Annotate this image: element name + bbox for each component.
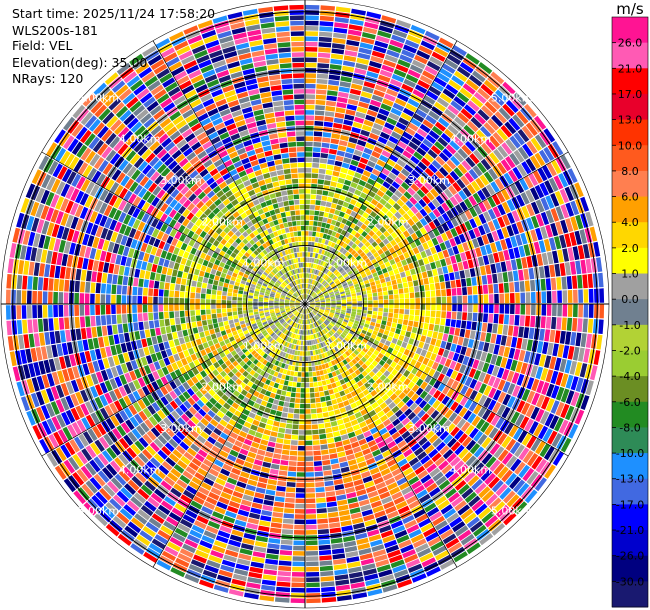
range-ring-labels: 1.00km 2.00km 3.00km 4.00km 5.00km 1.00km 2.00…	[78, 91, 533, 517]
azimuth-spoke	[304, 40, 458, 305]
start-time-label: Start time: 2025/11/24 17:58:20	[12, 6, 216, 21]
colorbar-tick-label: 10.0	[618, 139, 643, 152]
gate-cluster	[9, 10, 598, 602]
site-label: WLS200s-181	[12, 23, 98, 38]
colorbar-tick-label: 26.0	[618, 37, 643, 50]
colorbar-swatch	[612, 222, 648, 249]
range-ring-label: 1.00km	[326, 257, 368, 270]
azimuth-spoke	[41, 303, 306, 457]
gate-cluster	[5, 16, 584, 588]
azimuth-spoke	[41, 151, 306, 305]
azimuth-spoke	[152, 40, 306, 305]
colorbar-swatch	[612, 350, 648, 377]
range-ring-label: 5.00km	[78, 91, 120, 104]
range-ring-label: 3.00km	[160, 422, 202, 435]
colorbar-swatch	[612, 555, 648, 582]
colorbar-swatch	[612, 68, 648, 95]
range-ring-label: 5.00km	[491, 505, 533, 518]
range-ring-label: 3.00km	[408, 422, 450, 435]
colorbar-swatch	[612, 376, 648, 403]
colorbar-tick-label: -2.0	[619, 344, 640, 357]
range-ring-label: 2.00km	[367, 215, 409, 228]
range-ring-label: 3.00km	[408, 174, 450, 187]
field-label: Field: VEL	[12, 38, 73, 53]
range-ring-label: 3.00km	[160, 174, 202, 187]
elevation-label: Elevation(deg): 35.00	[12, 55, 148, 70]
gate-cluster	[11, 6, 603, 598]
colorbar-swatch	[612, 93, 648, 121]
colorbar-tick-label: -26.0	[616, 550, 644, 563]
azimuth-spoke	[304, 151, 569, 305]
colorbar-swatch	[612, 453, 648, 480]
colorbar-unit: m/s	[616, 0, 644, 18]
colorbar-swatch	[612, 478, 648, 505]
colorbar-swatch	[612, 145, 648, 172]
colorbar-tick-label: -6.0	[619, 396, 640, 409]
colorbar-swatch	[612, 17, 648, 44]
gate-cluster	[14, 15, 585, 588]
gate-cluster	[5, 8, 599, 597]
range-ring-label: 2.00km	[202, 381, 244, 394]
colorbar-tick-label: 2.0	[621, 242, 639, 255]
colorbar-swatch	[612, 196, 648, 223]
range-ring-label: 1.00km	[326, 339, 368, 352]
colorbar-tick-label: 6.0	[621, 191, 639, 204]
colorbar-swatch	[612, 119, 648, 146]
colorbar-swatch	[612, 299, 648, 326]
range-ring-label: 4.00km	[450, 133, 492, 146]
range-ring-label: 1.00km	[243, 339, 285, 352]
colorbar-swatch	[612, 581, 648, 608]
gate-cluster	[22, 4, 601, 603]
range-ring-label: 4.00km	[450, 463, 492, 476]
colorbar-tick-label: 21.0	[618, 62, 643, 75]
colorbar-tick-label: -10.0	[616, 447, 644, 460]
colorbar-tick-label: 1.0	[621, 268, 639, 281]
range-ring-label: 2.00km	[367, 381, 409, 394]
azimuth-spokes	[1, 0, 609, 608]
colorbar-swatch	[612, 273, 648, 300]
colorbar-tick-label: -8.0	[619, 421, 640, 434]
colorbar-tick-label: -21.0	[616, 524, 644, 537]
colorbar-swatch	[612, 247, 648, 275]
azimuth-spoke	[304, 303, 458, 568]
colorbar-swatch	[612, 504, 648, 531]
colorbar: 26.0 21.0 17.0 13.0 10.0 8.0 6.0 4.0 2.0 1.0 0.0 -1…	[611, 16, 649, 608]
range-ring-label: 4.00km	[119, 463, 161, 476]
range-ring-label: 5.00km	[491, 91, 533, 104]
colorbar-swatch	[612, 427, 648, 454]
colorbar-tick-label: -4.0	[619, 370, 640, 383]
colorbar-tick-label: 0.0	[621, 293, 639, 306]
gate-cluster	[112, 172, 447, 439]
colorbar-swatch	[612, 42, 648, 69]
range-ring-label: 5.00km	[78, 505, 120, 518]
colorbar-swatch	[612, 530, 648, 557]
colorbar-swatch	[612, 401, 648, 428]
colorbar-tick-label: -17.0	[616, 498, 644, 511]
colorbar-tick-label: 8.0	[621, 165, 639, 178]
colorbar-tick-label: 17.0	[618, 88, 643, 101]
colorbar-tick-label: 4.0	[621, 216, 639, 229]
gate-cluster	[23, 10, 590, 602]
colorbar-swatch	[612, 170, 648, 198]
colorbar-swatch	[612, 324, 648, 351]
range-ring-label: 2.00km	[202, 215, 244, 228]
colorbar-tick-label: -13.0	[616, 473, 644, 486]
azimuth-spoke	[152, 303, 306, 568]
range-ring-label: 4.00km	[119, 133, 161, 146]
colorbar-tick-label: -1.0	[619, 319, 640, 332]
range-ring-label: 1.00km	[243, 257, 285, 270]
azimuth-spoke	[304, 303, 569, 457]
colorbar-frame	[611, 16, 649, 608]
colorbar-tick-label: 13.0	[618, 114, 643, 127]
colorbar-tick-label: -30.0	[616, 575, 644, 588]
nrays-label: NRays: 120	[12, 71, 84, 86]
